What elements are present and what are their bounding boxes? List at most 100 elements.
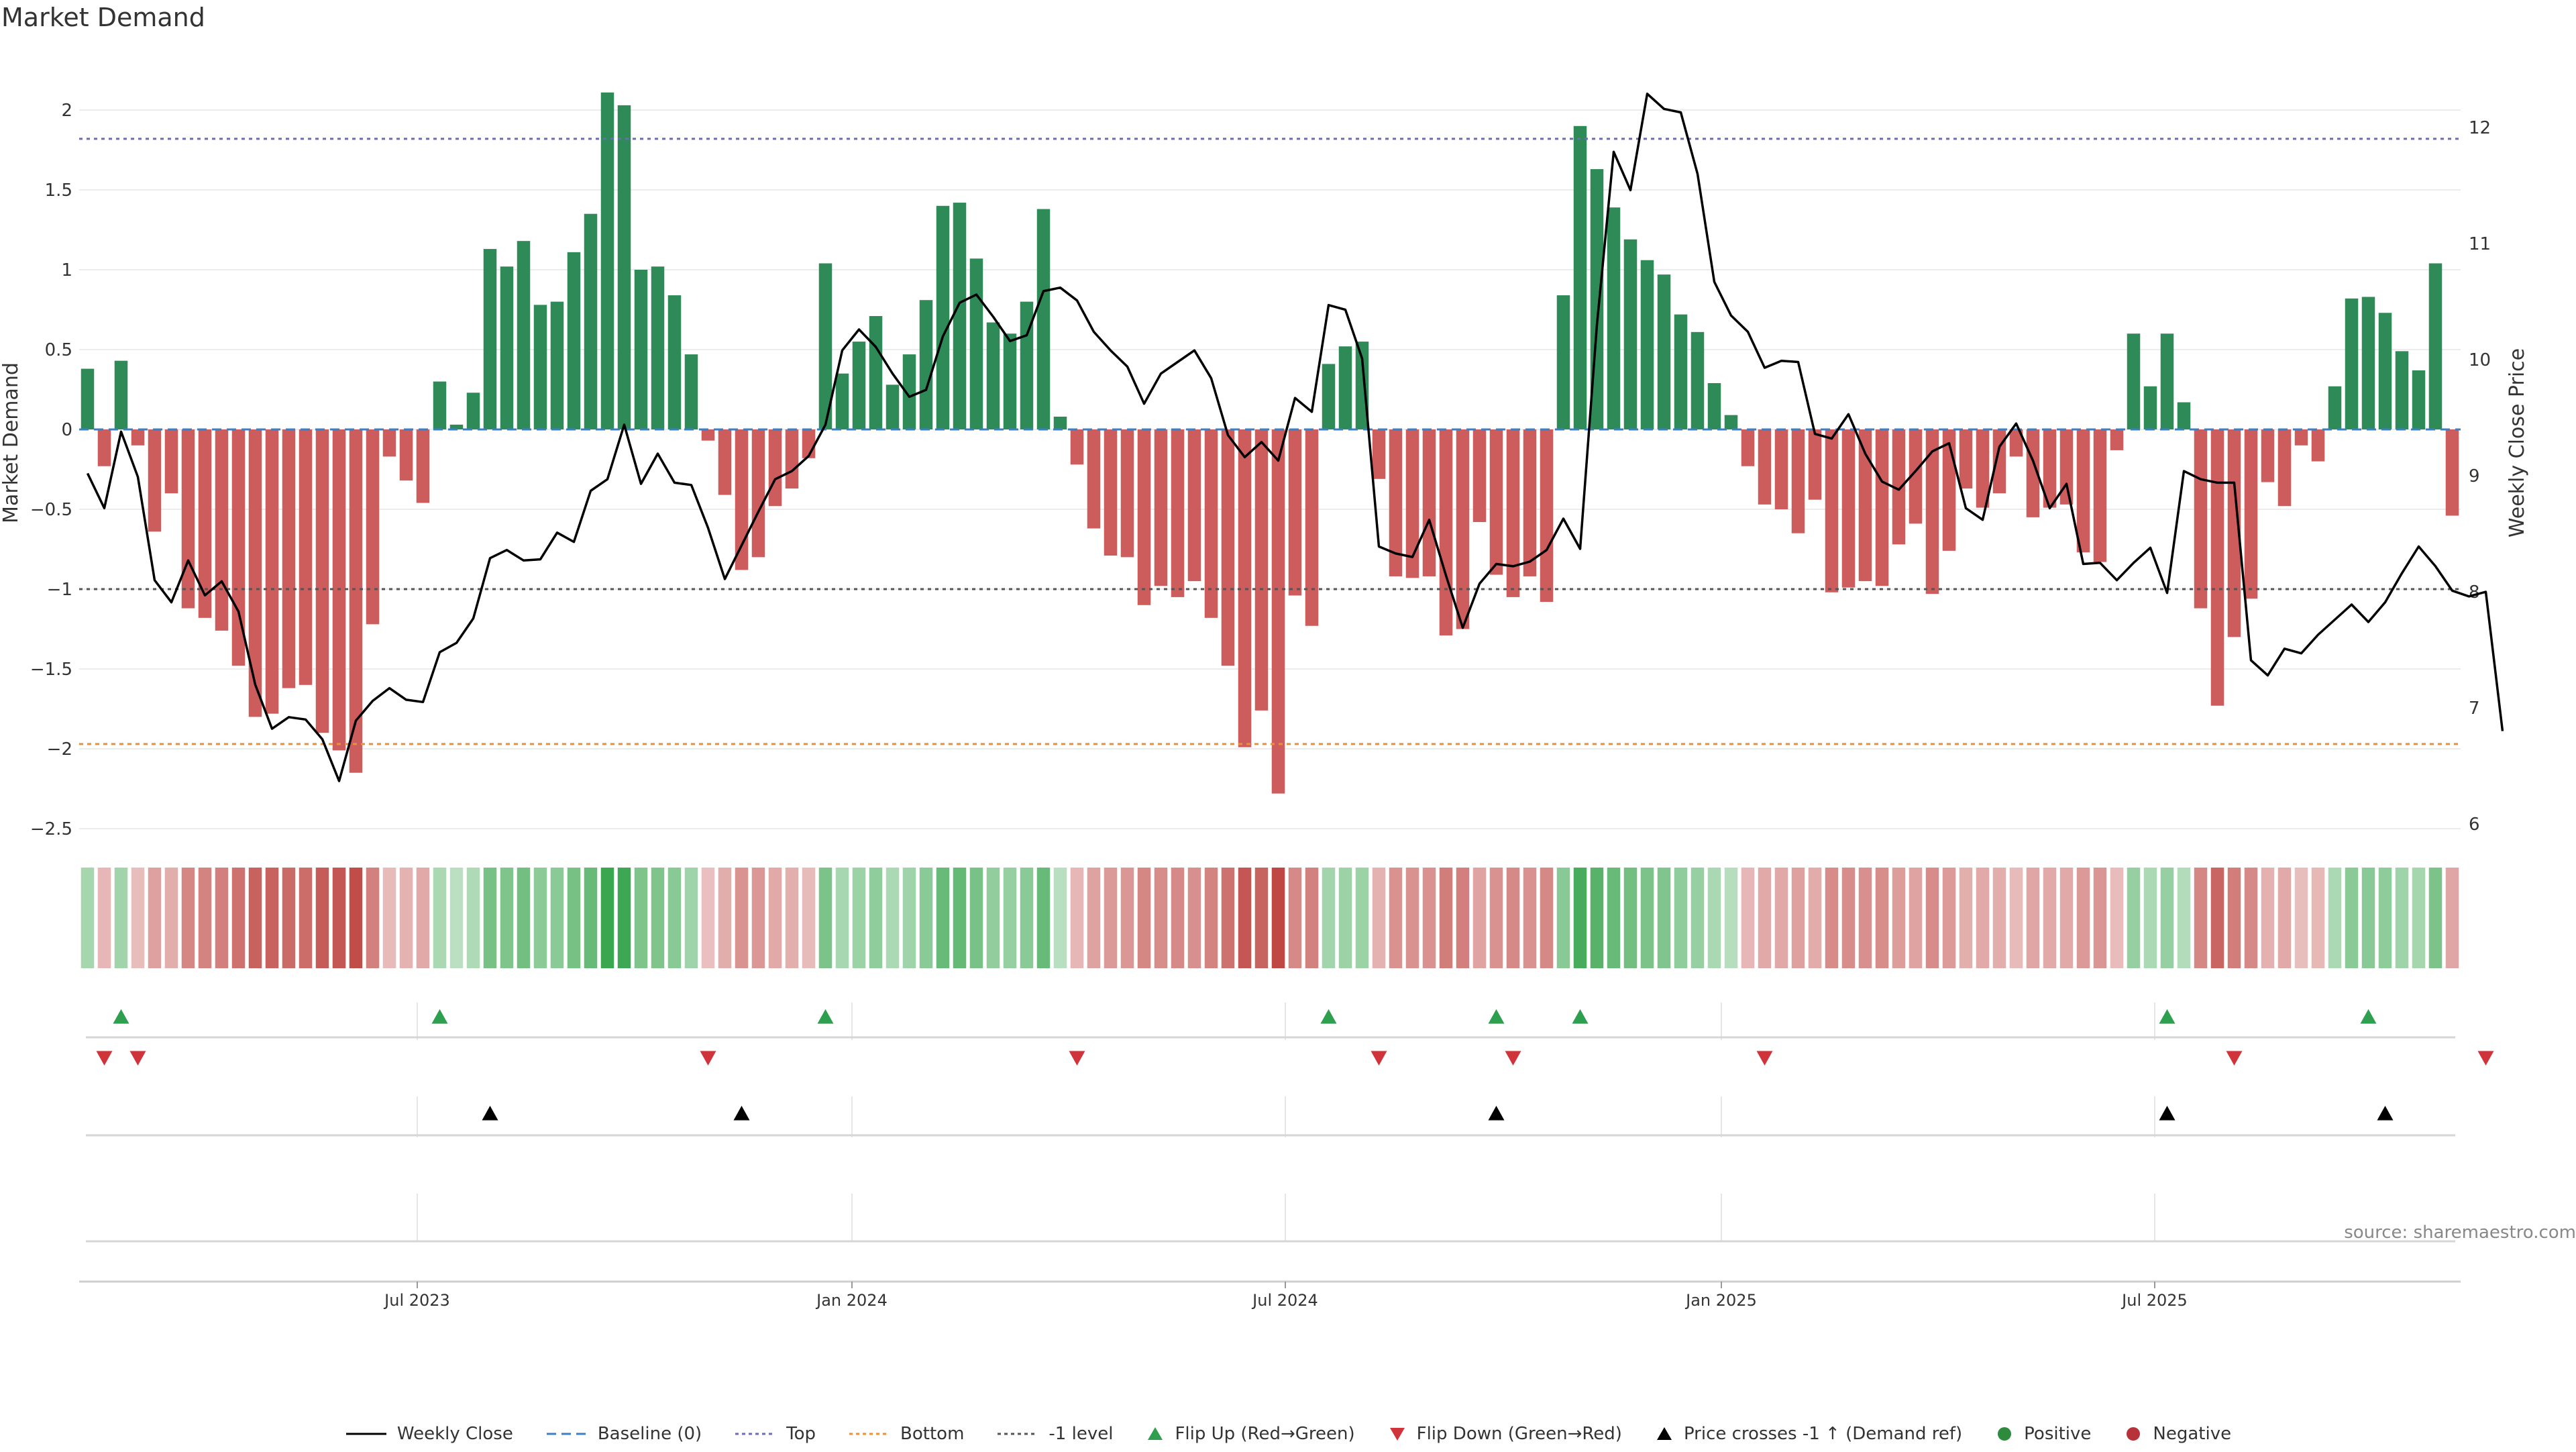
heat-cell <box>1087 868 1101 968</box>
demand-bar <box>1288 429 1302 596</box>
heat-cell <box>131 868 145 968</box>
heat-cell <box>667 868 682 968</box>
demand-bar <box>2345 298 2359 429</box>
legend-label: Baseline (0) <box>597 1424 702 1444</box>
heat-cell <box>1238 868 1252 968</box>
flip-down-marker <box>700 1051 716 1066</box>
demand-bar <box>433 381 447 429</box>
x-tick-label: Jul 2024 <box>1251 1291 1318 1310</box>
demand-bar <box>449 424 464 429</box>
heat-cell <box>500 868 514 968</box>
legend-item: Flip Up (Red→Green) <box>1145 1424 1355 1444</box>
demand-bar <box>1456 429 1470 629</box>
demand-bar <box>1338 346 1352 429</box>
heat-cell <box>2378 868 2392 968</box>
heat-cell <box>1422 868 1436 968</box>
y-tick-left: −1 <box>47 580 72 600</box>
heat-cell <box>1120 868 1134 968</box>
heat-cell <box>1372 868 1386 968</box>
heat-cell <box>2210 868 2224 968</box>
x-tick-label: Jan 2024 <box>815 1291 888 1310</box>
legend-swatch <box>849 1433 890 1435</box>
heat-cell <box>1523 868 1537 968</box>
demand-bar <box>97 429 111 466</box>
heat-cell <box>1288 868 1302 968</box>
heat-cell <box>2227 868 2241 968</box>
heat-cell <box>1892 868 1906 968</box>
demand-bar <box>2412 370 2426 429</box>
demand-bar <box>785 429 799 489</box>
demand-bar <box>1104 429 1118 556</box>
heat-cell <box>2110 868 2124 968</box>
heat-cell <box>1858 868 1872 968</box>
y-tick-right: 6 <box>2469 815 2480 835</box>
heat-cell <box>735 868 749 968</box>
y-tick-left: 0 <box>61 420 72 440</box>
flip-down-marker <box>2477 1051 2494 1066</box>
demand-bar <box>215 429 229 631</box>
demand-bar <box>919 300 933 429</box>
price-cross-marker <box>482 1106 498 1121</box>
flip-up-marker <box>2159 1009 2176 1024</box>
heat-cell <box>1355 868 1369 968</box>
legend-item: Positive <box>1994 1424 2091 1444</box>
heat-cell <box>1992 868 2006 968</box>
y-tick-left: −1.5 <box>30 660 72 680</box>
flip-down-marker <box>1371 1051 1387 1066</box>
demand-bar <box>986 322 1000 429</box>
demand-bar <box>1070 429 1084 465</box>
demand-bar <box>1607 207 1621 429</box>
legend-swatch <box>1998 1427 2012 1441</box>
demand-bar <box>1405 429 1419 578</box>
demand-bar <box>181 429 195 609</box>
demand-bar <box>2244 429 2258 599</box>
demand-bar <box>533 305 547 429</box>
heat-cell <box>1020 868 1034 968</box>
heat-cell <box>1724 868 1738 968</box>
price-cross-marker <box>2159 1106 2176 1121</box>
demand-bar <box>1623 239 1638 429</box>
source-note: source: sharemaestro.com <box>2344 1223 2576 1243</box>
heat-cell <box>919 868 933 968</box>
demand-bar <box>684 354 698 429</box>
flip-down-marker <box>1505 1051 1521 1066</box>
flip-up-marker <box>1488 1009 1505 1024</box>
legend-item: Negative <box>2123 1424 2231 1444</box>
demand-bar <box>1741 429 1755 466</box>
price-cross-marker <box>1488 1106 1505 1121</box>
flip-down-marker <box>1069 1051 1085 1066</box>
demand-bar <box>131 429 145 446</box>
demand-bar <box>2395 351 2409 429</box>
demand-bar <box>2294 429 2308 446</box>
heat-cell <box>1707 868 1721 968</box>
heat-cell <box>550 868 564 968</box>
heat-cell <box>80 868 95 968</box>
demand-bar <box>718 429 732 495</box>
x-tick-label: Jul 2023 <box>383 1291 450 1310</box>
heat-cell <box>1607 868 1621 968</box>
heat-cell <box>1137 868 1151 968</box>
demand-bar <box>1573 125 1587 430</box>
chart-title: Market Demand <box>1 3 205 32</box>
demand-bar <box>1137 429 1151 605</box>
y-tick-right: 8 <box>2469 582 2480 603</box>
demand-bar <box>2445 429 2459 516</box>
y-tick-left: 2 <box>61 101 72 121</box>
legend-label: Flip Up (Red→Green) <box>1175 1424 1355 1444</box>
heat-cell <box>433 868 447 968</box>
heat-cell <box>751 868 765 968</box>
legend-label: Top <box>786 1424 816 1444</box>
demand-bar <box>1540 429 1554 603</box>
heat-cell <box>869 868 883 968</box>
demand-bar <box>2261 429 2275 482</box>
heat-cell <box>2194 868 2208 968</box>
heat-cell <box>2261 868 2275 968</box>
legend-label: Price crosses -1 ↑ (Demand ref) <box>1683 1424 1963 1444</box>
demand-bar <box>953 203 967 429</box>
heat-cell <box>1791 868 1805 968</box>
heat-cell <box>2026 868 2040 968</box>
heat-cell <box>1623 868 1638 968</box>
demand-bar <box>1439 429 1453 636</box>
demand-bar <box>2093 429 2107 562</box>
legend-swatch <box>735 1433 776 1435</box>
